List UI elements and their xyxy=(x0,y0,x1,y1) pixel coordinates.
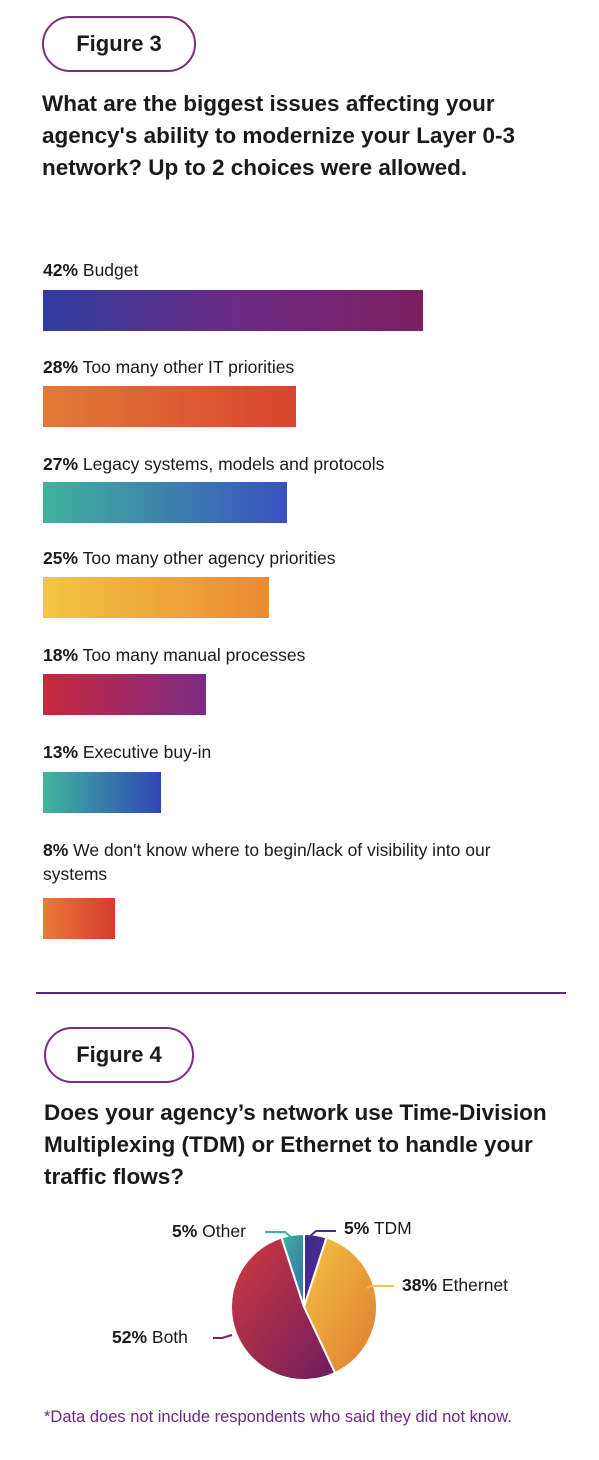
pie-category-label: Other xyxy=(197,1221,246,1241)
bar xyxy=(43,386,296,427)
bar-label: 18% Too many manual processes xyxy=(43,643,543,667)
bar xyxy=(43,482,287,523)
figure-4-badge: Figure 4 xyxy=(44,1027,194,1083)
pie-label-other: 5% Other xyxy=(172,1221,246,1242)
pie-category-label: TDM xyxy=(369,1218,412,1238)
bar xyxy=(43,898,115,939)
bar-value-label: 18% xyxy=(43,645,79,665)
section-divider xyxy=(36,992,566,994)
bar-category-label: We don't know where to begin/lack of vis… xyxy=(43,840,491,884)
figure-3-badge: Figure 3 xyxy=(42,16,196,72)
leader-line-tdm xyxy=(308,1230,336,1238)
bar-value-label: 8% xyxy=(43,840,69,860)
pie-category-label: Both xyxy=(147,1327,188,1347)
bar-category-label: Budget xyxy=(78,260,139,280)
pie-value-label: 5% xyxy=(344,1218,370,1238)
pie-slice-ethernet xyxy=(302,1236,378,1375)
figure-4-title: Figure 4 xyxy=(76,1042,162,1067)
figure-4-question: Does your agency’s network use Time-Divi… xyxy=(44,1100,547,1189)
figure-3-question: What are the biggest issues affecting yo… xyxy=(42,91,516,180)
bar-label: 8% We don't know where to begin/lack of … xyxy=(43,838,543,886)
bar-value-label: 25% xyxy=(43,548,79,568)
footnote: *Data does not include respondents who s… xyxy=(44,1408,512,1426)
pie-label-tdm: 5% TDM xyxy=(344,1218,412,1239)
pie-slice-other xyxy=(280,1232,305,1308)
figure-3-title: Figure 3 xyxy=(76,31,162,56)
pie-slice-both xyxy=(229,1236,337,1381)
bar-value-label: 28% xyxy=(43,357,79,377)
pie-value-label: 38% xyxy=(402,1275,438,1295)
bar-category-label: Too many manual processes xyxy=(78,645,306,665)
leader-line-ethernet xyxy=(366,1285,394,1289)
pie-value-label: 5% xyxy=(172,1221,198,1241)
bar-category-label: Legacy systems, models and protocols xyxy=(78,454,385,474)
bar-category-label: Executive buy-in xyxy=(78,742,212,762)
bar-label: 27% Legacy systems, models and protocols xyxy=(43,452,543,476)
bar-value-label: 42% xyxy=(43,260,79,280)
leader-line-both xyxy=(213,1334,233,1339)
bar-label: 28% Too many other IT priorities xyxy=(43,355,543,379)
leader-line-other xyxy=(265,1231,292,1238)
pie-value-label: 52% xyxy=(112,1327,148,1347)
bar-category-label: Too many other agency priorities xyxy=(78,548,336,568)
bar xyxy=(43,577,269,618)
bar-value-label: 27% xyxy=(43,454,79,474)
bar xyxy=(43,290,423,331)
bar-value-label: 13% xyxy=(43,742,79,762)
bar-label: 13% Executive buy-in xyxy=(43,740,543,764)
bar-label: 25% Too many other agency priorities xyxy=(43,546,543,570)
pie-label-both: 52% Both xyxy=(112,1327,188,1348)
bar-category-label: Too many other IT priorities xyxy=(78,357,295,377)
pie-category-label: Ethernet xyxy=(437,1275,509,1295)
bar-label: 42% Budget xyxy=(43,258,543,282)
pie-label-ethernet: 38% Ethernet xyxy=(402,1275,508,1296)
pie-chart xyxy=(213,1230,394,1381)
bar xyxy=(43,674,206,715)
bar xyxy=(43,772,161,813)
